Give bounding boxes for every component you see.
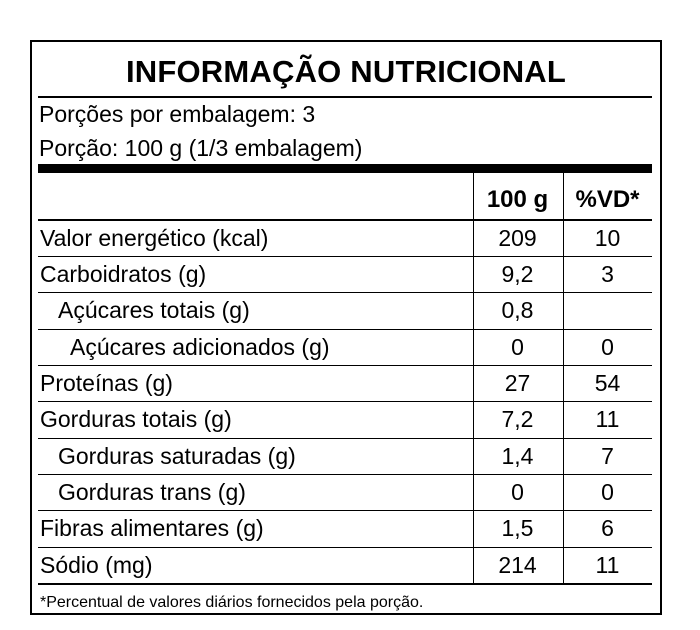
table-row-sodium: Sódio (mg) 214 11 [38,547,652,583]
thick-divider [38,164,652,173]
title-divider [38,96,652,98]
row-divider [38,401,652,402]
column-divider-amount [473,173,474,583]
table-row-carbohydrates: Carboidratos (g) 9,2 3 [38,256,652,292]
nutrient-dv: 3 [601,261,614,287]
table-row-proteins: Proteínas (g) 27 54 [38,365,652,401]
serving-size: Porção: 100 g (1/3 embalagem) [39,135,363,161]
nutrient-dv: 6 [601,515,614,541]
nutrient-amount: 214 [498,552,537,578]
header-daily-value: %VD* [575,186,640,213]
row-divider [38,365,652,366]
nutrient-amount: 0 [511,334,524,360]
nutrient-dv: 11 [595,552,620,578]
nutrient-amount: 9,2 [501,261,534,287]
nutrient-name: Açúcares adicionados (g) [70,334,330,360]
nutrition-facts-panel: INFORMAÇÃO NUTRICIONAL Porções por embal… [30,40,662,615]
nutrient-name: Valor energético (kcal) [40,225,269,251]
row-divider [38,547,652,548]
nutrient-amount: 209 [498,225,537,251]
row-divider [38,510,652,511]
nutrient-name: Proteínas (g) [40,370,173,396]
column-divider-dv [563,173,564,583]
nutrient-dv: 0 [601,479,614,505]
table-row-total-sugars: Açúcares totais (g) 0,8 [38,292,652,328]
nutrient-name: Fibras alimentares (g) [40,515,264,541]
table-header-row: 100 g %VD* [38,182,652,218]
table-row-added-sugars: Açúcares adicionados (g) 0 0 [38,329,652,365]
nutrient-dv [563,292,652,328]
nutrient-amount: 1,5 [501,515,534,541]
servings-per-package: Porções por embalagem: 3 [39,101,316,127]
nutrient-dv: 7 [601,443,614,469]
nutrient-name: Gorduras saturadas (g) [58,443,296,469]
nutrient-name: Carboidratos (g) [40,261,207,287]
nutrient-dv: 54 [594,370,621,396]
header-amount: 100 g [486,186,549,213]
table-row-dietary-fiber: Fibras alimentares (g) 1,5 6 [38,510,652,546]
nutrient-name: Gorduras trans (g) [58,479,246,505]
nutrient-name: Sódio (mg) [40,552,153,578]
nutrient-amount: 1,4 [501,443,534,469]
nutrient-dv: 0 [601,334,614,360]
row-divider [38,256,652,257]
nutrient-amount: 0 [511,479,524,505]
nutrient-name: Gorduras totais (g) [40,406,232,432]
nutrient-name: Açúcares totais (g) [58,297,250,323]
table-row-total-fat: Gorduras totais (g) 7,2 11 [38,401,652,437]
table-row-energy: Valor energético (kcal) 209 10 [38,220,652,256]
nutrient-dv: 11 [595,406,620,432]
label-title: INFORMAÇÃO NUTRICIONAL [125,54,567,89]
nutrient-amount: 27 [504,370,531,396]
footnote: *Percentual de valores diários fornecido… [40,594,424,611]
bottom-divider [38,583,652,585]
table-row-trans-fat: Gorduras trans (g) 0 0 [38,474,652,510]
row-divider [38,474,652,475]
row-divider [38,329,652,330]
nutrient-dv: 10 [594,225,621,251]
nutrient-amount: 0,8 [501,297,534,323]
row-divider [38,292,652,293]
nutrient-amount: 7,2 [501,406,534,432]
table-row-saturated-fat: Gorduras saturadas (g) 1,4 7 [38,438,652,474]
row-divider [38,219,652,221]
row-divider [38,438,652,439]
